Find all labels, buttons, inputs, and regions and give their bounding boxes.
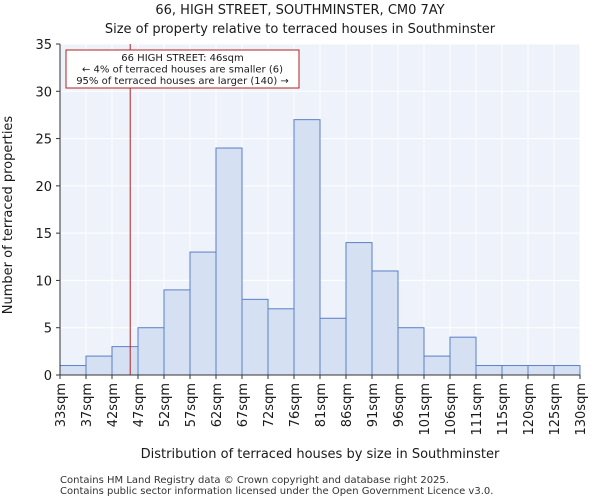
bar <box>423 355 451 376</box>
y-tick-label: 20 <box>35 180 52 195</box>
x-tick-label: 130sqm <box>574 383 589 436</box>
bar <box>319 317 347 376</box>
x-tick-label: 52sqm <box>158 383 173 427</box>
x-tick-label: 96sqm <box>392 383 407 427</box>
x-tick-label: 86sqm <box>340 383 355 427</box>
bar <box>371 270 399 376</box>
x-tick-label: 42sqm <box>106 383 121 427</box>
bar <box>345 242 373 376</box>
footer-line-1: Contains HM Land Registry data © Crown c… <box>60 475 449 486</box>
x-tick-label: 91sqm <box>366 383 381 427</box>
x-tick-label: 106sqm <box>444 383 459 436</box>
bar <box>397 327 425 376</box>
x-tick-label: 81sqm <box>314 383 329 427</box>
y-axis-label: Number of terraced properties <box>1 116 16 315</box>
bar <box>553 365 581 376</box>
bar-series <box>59 119 581 376</box>
bar <box>85 355 113 376</box>
x-axis-label: Distribution of terraced houses by size … <box>141 447 500 462</box>
property-marker: 66 HIGH STREET: 46sqm← 4% of terraced ho… <box>65 44 300 375</box>
x-tick-label: 125sqm <box>548 383 563 436</box>
x-tick-label: 120sqm <box>522 383 537 436</box>
bar <box>527 365 555 376</box>
x-tick-label: 76sqm <box>288 383 303 427</box>
annotation-line: 66 HIGH STREET: 46sqm <box>121 53 243 64</box>
bar <box>215 147 243 376</box>
bar <box>449 336 477 376</box>
x-tick-label: 67sqm <box>236 383 251 427</box>
x-tick-label: 57sqm <box>184 383 199 427</box>
y-tick-label: 35 <box>35 38 52 53</box>
bar <box>59 365 87 376</box>
annotation-line: ← 4% of terraced houses are smaller (6) <box>82 65 283 76</box>
bar <box>293 119 321 376</box>
bar <box>241 298 269 376</box>
y-tick-label: 0 <box>44 369 52 384</box>
x-tick-label: 72sqm <box>262 383 277 427</box>
bar <box>475 365 503 376</box>
annotation-line: 95% of terraced houses are larger (140) … <box>76 76 289 87</box>
chart-title: 66, HIGH STREET, SOUTHMINSTER, CM0 7AY <box>155 3 444 18</box>
chart-subtitle: Size of property relative to terraced ho… <box>105 22 496 37</box>
x-tick-label: 47sqm <box>132 383 147 427</box>
bar <box>163 289 191 376</box>
y-tick-label: 5 <box>44 322 52 337</box>
bar <box>501 365 529 376</box>
y-tick-labels: 0 5 10 15 20 25 30 35 <box>35 38 60 384</box>
x-tick-label: 115sqm <box>496 383 511 436</box>
bar <box>189 251 217 376</box>
x-tick-label: 111sqm <box>470 383 485 436</box>
x-tick-label: 37sqm <box>80 383 95 427</box>
y-tick-label: 10 <box>35 274 52 289</box>
y-tick-label: 25 <box>35 133 52 148</box>
x-tick-label: 62sqm <box>210 383 225 427</box>
annotation-box <box>65 49 300 89</box>
x-tick-label: 33sqm <box>54 383 69 427</box>
bar <box>267 308 295 376</box>
bar <box>111 346 139 376</box>
footer-line-2: Contains public sector information licen… <box>60 486 493 497</box>
bar <box>137 327 165 376</box>
y-tick-label: 30 <box>35 85 52 100</box>
y-tick-label: 15 <box>35 227 52 242</box>
x-tick-labels: 33sqm 37sqm 42sqm 47sqm 52sqm 57sqm 62sqm 67sqm… <box>54 375 589 436</box>
x-tick-label: 101sqm <box>418 383 433 436</box>
